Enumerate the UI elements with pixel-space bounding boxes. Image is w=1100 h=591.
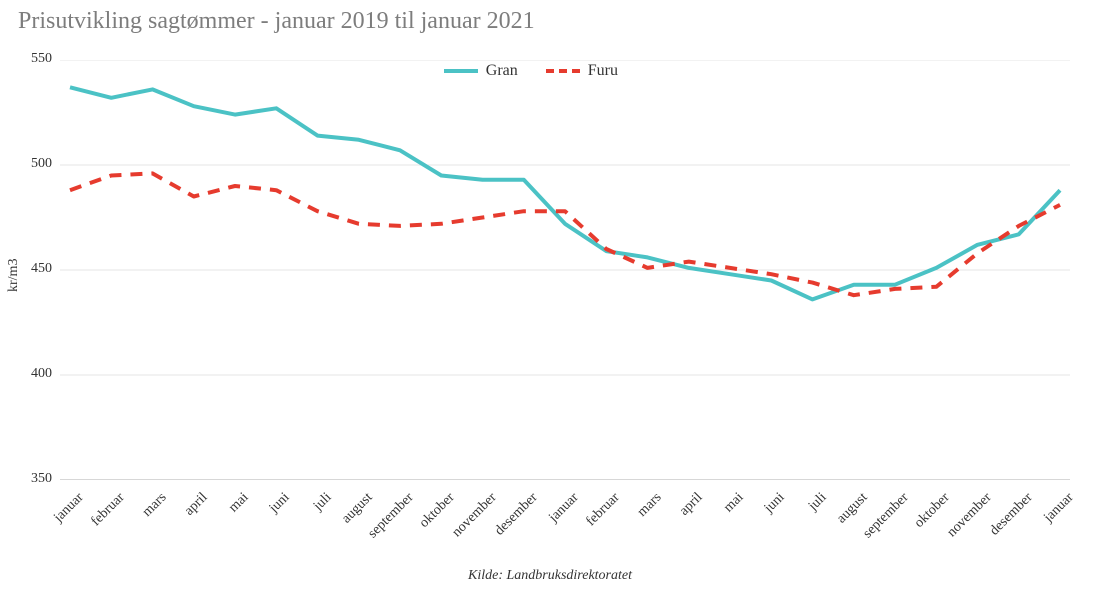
x-tick-label: oktober bbox=[447, 490, 458, 501]
legend-label-gran: Gran bbox=[486, 62, 518, 80]
y-tick-label: 500 bbox=[12, 156, 52, 172]
x-tick-label: april bbox=[695, 490, 706, 501]
x-tick-label: september bbox=[406, 490, 417, 501]
y-tick-label: 450 bbox=[12, 261, 52, 277]
x-tick-label: desember bbox=[530, 490, 541, 501]
x-tick-label: mars bbox=[159, 490, 170, 501]
y-tick-label: 350 bbox=[12, 471, 52, 487]
x-tick-label: januar bbox=[1066, 490, 1077, 501]
legend-swatch-furu bbox=[546, 69, 580, 73]
x-tick-label: oktober bbox=[942, 490, 953, 501]
x-tick-label: mars bbox=[654, 490, 665, 501]
x-tick-label: mai bbox=[736, 490, 747, 501]
x-tick-label: mai bbox=[241, 490, 252, 501]
y-tick-label: 550 bbox=[12, 51, 52, 67]
source-label: Kilde: Landbruksdirektoratet bbox=[0, 568, 1100, 584]
x-tick-label: juli bbox=[324, 490, 335, 501]
legend-item-furu: Furu bbox=[546, 62, 618, 80]
legend-item-gran: Gran bbox=[444, 62, 518, 80]
x-tick-label: juni bbox=[282, 490, 293, 501]
x-tick-label: desember bbox=[1025, 490, 1036, 501]
x-tick-label: februar bbox=[117, 490, 128, 501]
x-tick-label: juni bbox=[777, 490, 788, 501]
chart-container: Prisutvikling sagtømmer - januar 2019 ti… bbox=[0, 0, 1100, 591]
x-tick-label: juli bbox=[819, 490, 830, 501]
x-tick-label: november bbox=[984, 490, 995, 501]
x-tick-label: januar bbox=[571, 490, 582, 501]
x-tick-label: april bbox=[200, 490, 211, 501]
plot-area bbox=[60, 60, 1070, 480]
x-tick-label: august bbox=[365, 490, 376, 501]
legend-swatch-gran bbox=[444, 69, 478, 73]
x-tick-label: januar bbox=[76, 490, 87, 501]
legend-label-furu: Furu bbox=[588, 62, 618, 80]
x-tick-label: november bbox=[489, 490, 500, 501]
x-tick-label: februar bbox=[612, 490, 623, 501]
x-tick-label: august bbox=[860, 490, 871, 501]
y-tick-label: 400 bbox=[12, 366, 52, 382]
x-tick-label: september bbox=[901, 490, 912, 501]
chart-title: Prisutvikling sagtømmer - januar 2019 ti… bbox=[18, 8, 535, 35]
legend: Gran Furu bbox=[444, 62, 618, 80]
